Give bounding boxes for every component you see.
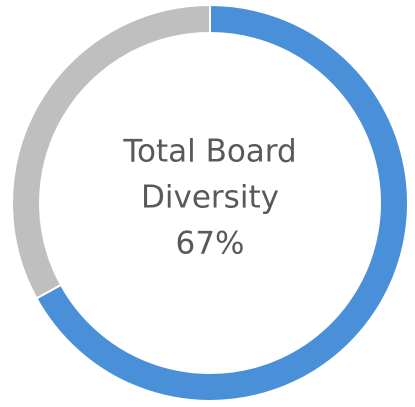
center-label: Total Board [122,134,296,170]
center-value: 67% [176,226,245,262]
donut-segment [35,3,409,402]
donut-segment [11,3,211,300]
center-label: Diversity [141,180,279,216]
